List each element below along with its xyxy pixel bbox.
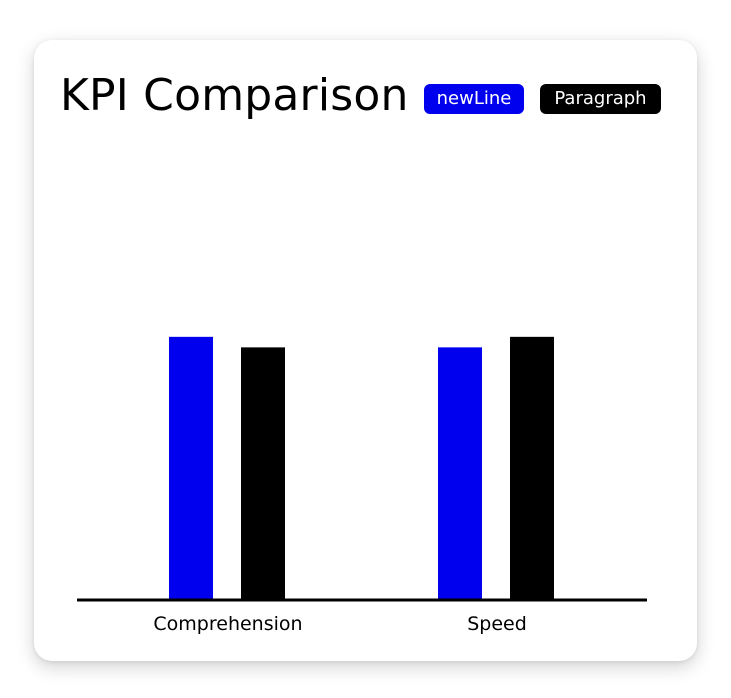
legend-item-newline: newLine	[424, 84, 524, 114]
bars-group	[169, 336, 554, 600]
bar-newline-speed	[438, 347, 482, 600]
bar-paragraph-speed	[510, 336, 554, 600]
bar-newline-comprehension	[169, 336, 213, 600]
chart-title: KPI Comparison	[60, 70, 409, 121]
x-tick-label: Comprehension	[153, 613, 302, 635]
chart-card	[34, 40, 697, 661]
x-tick-label: Speed	[467, 613, 527, 635]
legend-item-paragraph: Paragraph	[540, 84, 661, 114]
x-axis-labels: Comprehension Speed	[153, 613, 526, 635]
bar-paragraph-comprehension	[241, 347, 285, 600]
